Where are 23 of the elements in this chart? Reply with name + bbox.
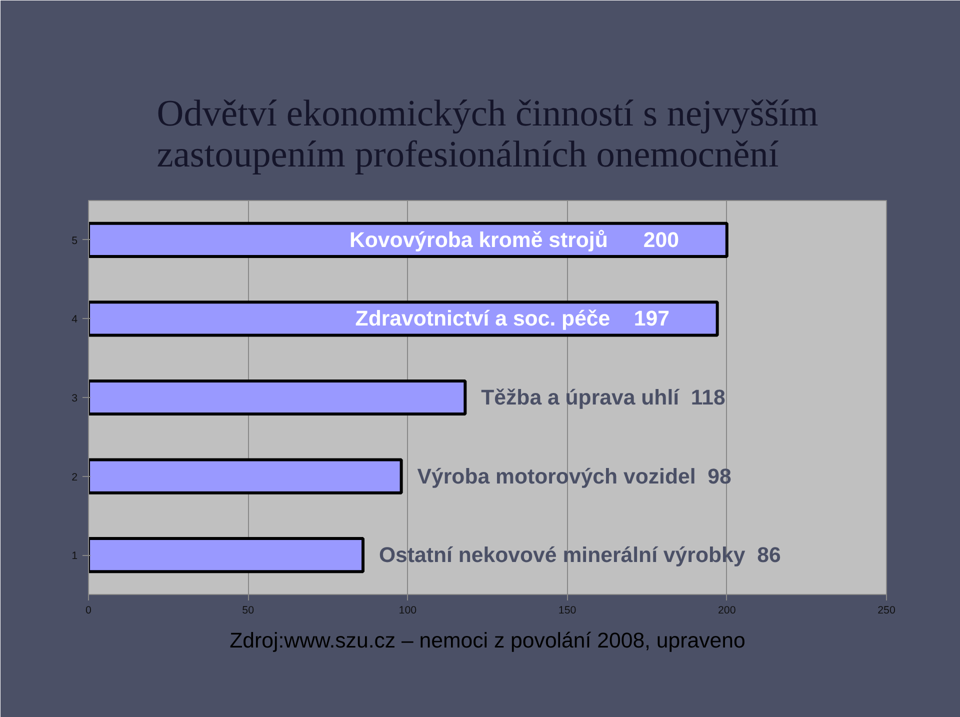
data-label: Výroba motorových vozidel 98 xyxy=(417,464,732,488)
x-tick-label: 50 xyxy=(242,604,254,616)
x-tick-label: 150 xyxy=(558,604,576,616)
bar xyxy=(88,537,365,574)
bar xyxy=(88,379,467,416)
x-tick-label: 200 xyxy=(718,604,736,616)
y-tick-label: 4 xyxy=(72,314,78,326)
data-label: Kovovýroba kromě strojů 200 xyxy=(350,228,680,252)
data-label: Těžba a úprava uhlí 118 xyxy=(481,386,726,410)
x-tick-label: 250 xyxy=(878,604,896,616)
data-label: Ostatní nekovové minerální výrobky 86 xyxy=(378,543,781,568)
x-tick-label: 100 xyxy=(398,604,417,616)
chart-title: Odvětví ekonomických činností s nejvyšším zastoupením profesionálních onemocnění xyxy=(156,94,818,176)
y-tick-label: 5 xyxy=(72,234,78,247)
bar xyxy=(88,458,403,494)
y-tick-label: 1 xyxy=(72,550,78,562)
data-label: Zdravotnictví a soc. péče 197 xyxy=(355,306,670,331)
y-tick-label: 2 xyxy=(72,471,78,484)
x-tick-label: 0 xyxy=(86,604,92,616)
bar xyxy=(88,222,728,258)
bar xyxy=(88,300,719,337)
text: Zdroj:www.szu.cz – nemoci z povolání 2008, upraveno xyxy=(230,628,746,652)
y-tick-label: 3 xyxy=(72,392,78,404)
